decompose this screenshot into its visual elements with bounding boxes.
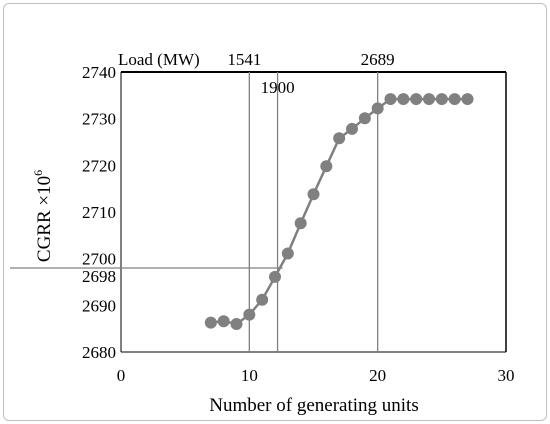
data-point [384,93,397,106]
threshold-label: 2698 [82,267,116,286]
x-tick-label: 20 [369,366,386,385]
axis-titles: Number of generating units CGRR ×106 Loa… [31,50,419,416]
data-point [397,93,410,106]
y-tick-label: 2700 [82,250,116,269]
y-axis-title-superscript: 6 [31,170,45,176]
data-point [269,270,281,283]
data-point [243,308,256,321]
data-point [423,93,435,106]
data-point [294,217,307,230]
threshold-line-group: 2698 [10,267,283,286]
data-point [410,93,423,106]
series-group [204,93,474,330]
data-point [435,93,448,106]
y-axis-title-main: CGRR ×10 [34,176,55,262]
data-point [204,316,217,329]
data-point [230,318,243,330]
tick-labels: 2680 2690 2700 2710 2720 2730 2740 0 10 20 30 [82,63,515,385]
load-marker-label: 1900 [261,78,295,97]
x-tick-label: 10 [241,366,258,385]
data-point [217,315,230,328]
data-point [320,160,333,173]
data-point [307,188,320,201]
y-tick-label: 2730 [82,110,116,129]
secondary-axis-title: Load (MW) [118,50,200,69]
data-point [346,122,358,135]
data-point [281,247,294,260]
load-marker-label: 2689 [361,50,395,69]
data-point [461,93,474,106]
y-tick-label: 2720 [82,156,116,175]
x-axis-title: Number of generating units [209,395,418,416]
chart-axes [120,71,507,353]
y-tick-label: 2710 [82,203,116,222]
load-marker-label: 1541 [227,50,261,69]
x-tick-label: 30 [498,366,515,385]
data-point [358,112,371,125]
x-tick-label: 0 [117,366,126,385]
data-point [371,102,384,115]
y-tick-label: 2740 [82,63,116,82]
data-point [333,132,346,145]
y-axis-title: CGRR ×106 [31,170,55,262]
data-point [448,93,461,106]
y-tick-label: 2690 [82,296,116,315]
y-tick-label: 2680 [82,343,116,362]
data-point [256,293,269,306]
